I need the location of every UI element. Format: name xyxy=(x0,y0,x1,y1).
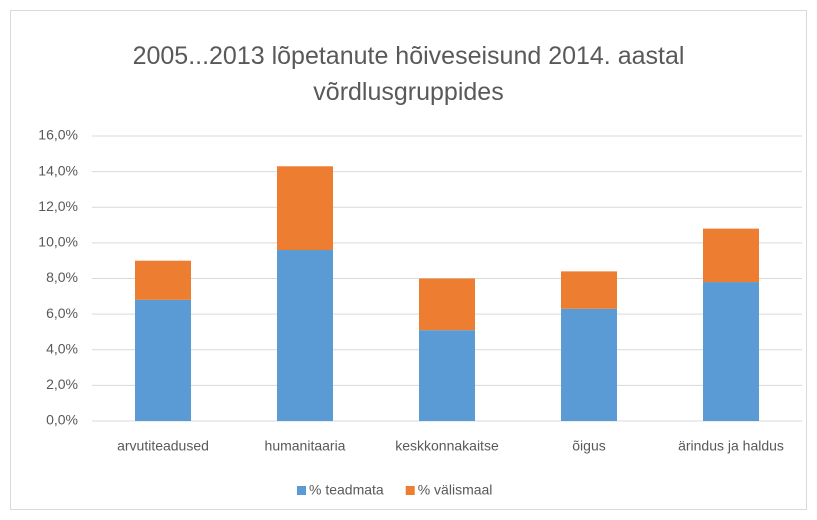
y-tick-label: 2,0% xyxy=(46,376,78,392)
bar-segment xyxy=(419,330,475,421)
x-tick-label: arvutiteadused xyxy=(117,438,209,454)
legend-label: % välismaal xyxy=(418,482,493,498)
legend-swatch xyxy=(297,486,306,495)
x-tick-label: keskkonnakaitse xyxy=(395,438,499,454)
y-tick-label: 0,0% xyxy=(46,412,78,428)
bar-segment xyxy=(561,271,617,309)
bar-segment xyxy=(703,228,759,283)
y-tick-label: 10,0% xyxy=(38,234,78,250)
legend-label: % teadmata xyxy=(309,482,384,498)
legend-swatch xyxy=(405,486,415,495)
bar-segment xyxy=(135,260,191,300)
bar-segment xyxy=(703,282,759,421)
y-tick-label: 4,0% xyxy=(46,340,78,356)
y-tick-label: 6,0% xyxy=(46,305,78,321)
bar-segment xyxy=(135,299,191,421)
bar-segment xyxy=(277,250,333,421)
bar-segment xyxy=(419,278,475,331)
bar-segment xyxy=(561,308,617,421)
y-tick-label: 14,0% xyxy=(38,162,78,178)
y-tick-label: 16,0% xyxy=(38,127,78,143)
y-tick-label: 12,0% xyxy=(38,198,78,214)
x-tick-label: ärindus ja haldus xyxy=(678,438,784,454)
chart-frame xyxy=(10,10,807,510)
x-tick-label: õigus xyxy=(572,438,605,454)
x-tick-label: humanitaaria xyxy=(265,438,346,454)
chart-title: 2005...2013 lõpetanute hõiveseisund 2014… xyxy=(132,42,685,106)
bar-segment xyxy=(277,166,333,250)
y-tick-label: 8,0% xyxy=(46,269,78,285)
